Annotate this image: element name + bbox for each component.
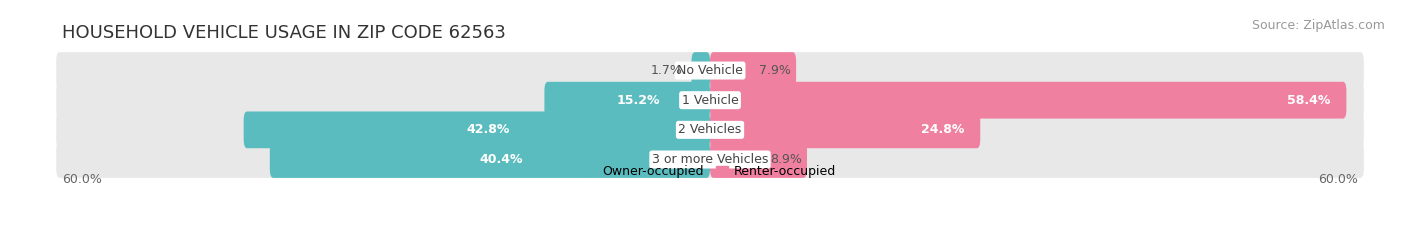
FancyBboxPatch shape [544, 82, 710, 119]
FancyBboxPatch shape [56, 111, 1364, 148]
Text: 40.4%: 40.4% [479, 153, 523, 166]
Text: 1.7%: 1.7% [651, 64, 683, 77]
Text: 1 Vehicle: 1 Vehicle [682, 94, 738, 107]
FancyBboxPatch shape [56, 52, 1364, 89]
FancyBboxPatch shape [56, 141, 1364, 178]
Text: HOUSEHOLD VEHICLE USAGE IN ZIP CODE 62563: HOUSEHOLD VEHICLE USAGE IN ZIP CODE 6256… [62, 24, 506, 42]
FancyBboxPatch shape [270, 141, 710, 178]
Text: 8.9%: 8.9% [769, 153, 801, 166]
Text: No Vehicle: No Vehicle [678, 64, 742, 77]
Text: 15.2%: 15.2% [616, 94, 659, 107]
Text: 3 or more Vehicles: 3 or more Vehicles [652, 153, 768, 166]
FancyBboxPatch shape [710, 82, 1347, 119]
Text: 24.8%: 24.8% [921, 123, 965, 136]
FancyBboxPatch shape [692, 52, 710, 89]
FancyBboxPatch shape [56, 82, 1364, 119]
FancyBboxPatch shape [710, 141, 807, 178]
Text: 7.9%: 7.9% [759, 64, 790, 77]
Text: 2 Vehicles: 2 Vehicles [679, 123, 741, 136]
Text: 58.4%: 58.4% [1286, 94, 1330, 107]
Text: 60.0%: 60.0% [1319, 173, 1358, 186]
FancyBboxPatch shape [710, 111, 980, 148]
Legend: Owner-occupied, Renter-occupied: Owner-occupied, Renter-occupied [585, 165, 835, 178]
Text: 42.8%: 42.8% [465, 123, 509, 136]
Text: 60.0%: 60.0% [62, 173, 101, 186]
FancyBboxPatch shape [710, 52, 796, 89]
Text: Source: ZipAtlas.com: Source: ZipAtlas.com [1251, 19, 1385, 32]
FancyBboxPatch shape [243, 111, 710, 148]
